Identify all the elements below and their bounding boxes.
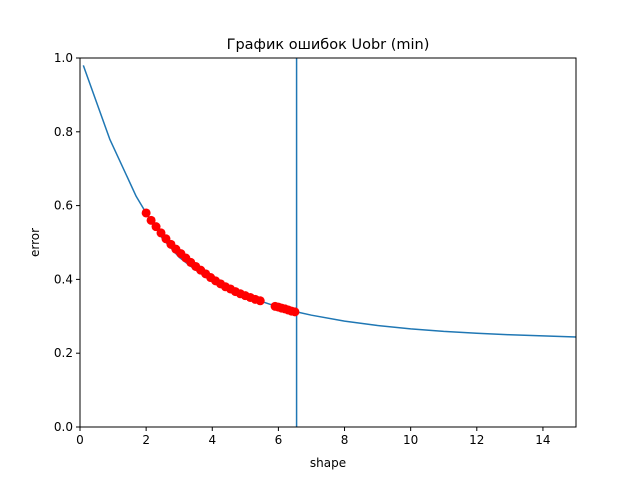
x-tick-label: 14 [535, 433, 550, 447]
x-axis-label: shape [310, 456, 346, 470]
x-tick-label: 0 [76, 433, 84, 447]
x-tick-label: 10 [403, 433, 418, 447]
y-tick-label: 0.8 [54, 125, 73, 139]
y-tick-label: 0.4 [54, 272, 73, 286]
scatter-point [156, 228, 166, 238]
scatter-point [146, 215, 156, 225]
scatter-point [141, 208, 151, 218]
x-tick-label: 12 [469, 433, 484, 447]
chart-title: График ошибок Uobr (min) [227, 37, 430, 53]
scatter-point [290, 307, 300, 317]
series-layer [82, 58, 576, 427]
plot-frame [79, 57, 577, 428]
y-tick-label: 0.6 [54, 199, 73, 213]
y-tick-label: 0.0 [54, 420, 73, 434]
x-tick-label: 8 [341, 433, 349, 447]
y-tick-label: 1.0 [54, 51, 73, 65]
y-tick-label: 0.2 [54, 346, 73, 360]
scatter-point [151, 222, 161, 232]
x-axis: 0 2 4 6 8 10 12 14 [76, 427, 551, 447]
x-tick-label: 2 [142, 433, 150, 447]
y-axis-label: error [28, 228, 42, 257]
y-axis: 0.0 0.2 0.4 0.6 0.8 1.0 [54, 51, 80, 434]
x-tick-label: 4 [208, 433, 216, 447]
x-tick-label: 6 [275, 433, 283, 447]
scatter-point [255, 296, 265, 306]
